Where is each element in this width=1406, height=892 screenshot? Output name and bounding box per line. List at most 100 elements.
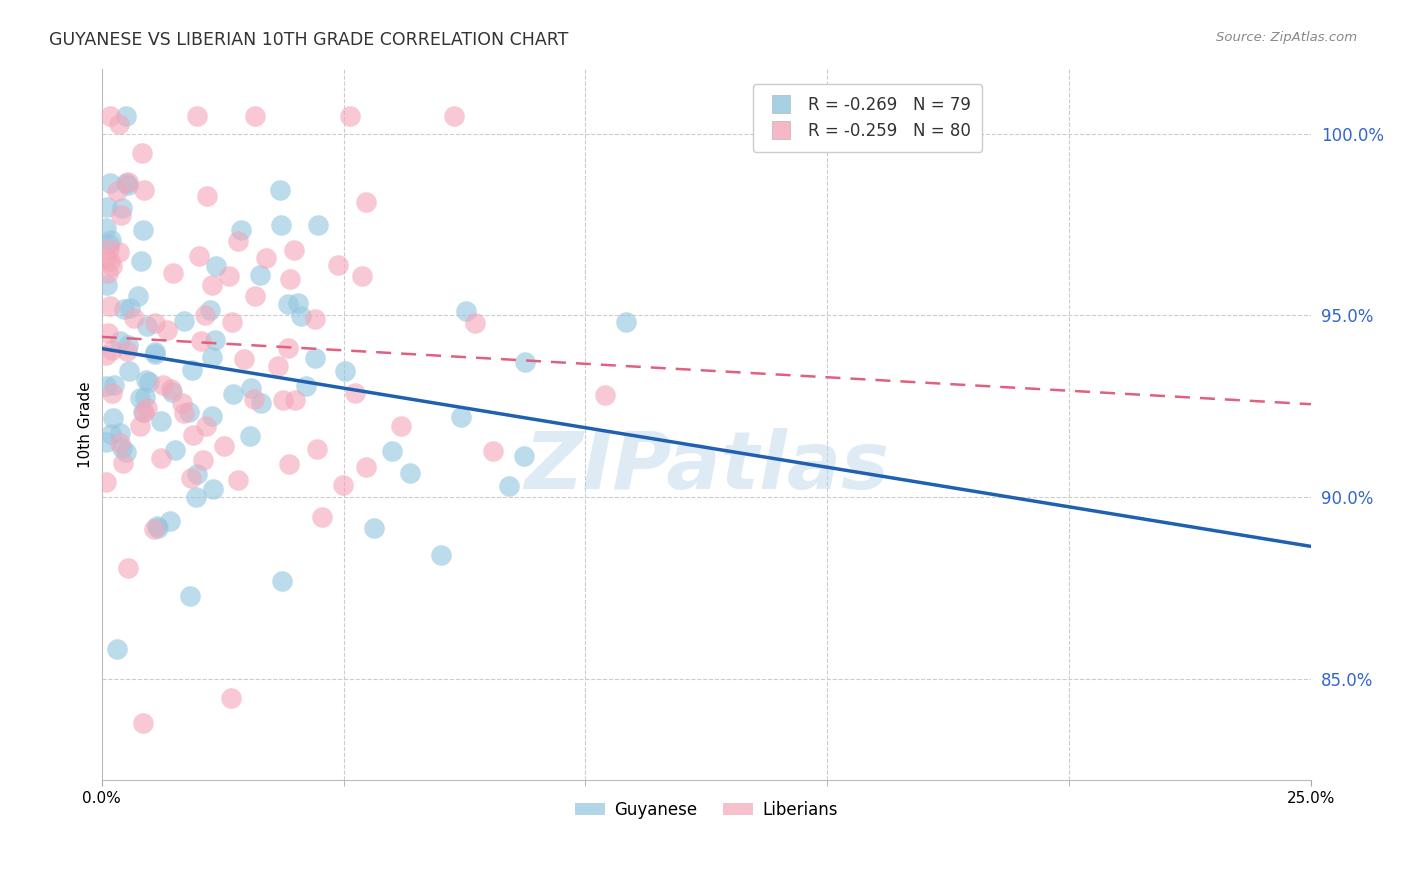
Point: [146, 519, 169, 533]
Point: [250, 395, 273, 409]
Point: [283, 243, 305, 257]
Point: [127, 289, 149, 303]
Point: [205, 259, 228, 273]
Point: [131, 254, 153, 268]
Point: [201, 350, 224, 364]
Point: [97, 237, 120, 252]
Point: [112, 301, 135, 316]
Point: [107, 244, 129, 259]
Point: [311, 510, 333, 524]
Point: [117, 561, 139, 575]
Point: [201, 278, 224, 293]
Point: [430, 548, 453, 562]
Point: [254, 251, 277, 265]
Point: [143, 522, 166, 536]
Point: [101, 343, 124, 357]
Point: [179, 590, 201, 604]
Point: [443, 109, 465, 123]
Point: [132, 223, 155, 237]
Point: [277, 341, 299, 355]
Point: [160, 384, 183, 399]
Point: [450, 409, 472, 424]
Point: [148, 521, 170, 535]
Point: [108, 116, 131, 130]
Point: [150, 414, 173, 428]
Point: [96, 378, 118, 392]
Point: [96, 251, 118, 265]
Point: [219, 691, 242, 706]
Point: [271, 574, 294, 588]
Point: [270, 219, 292, 233]
Point: [328, 258, 350, 272]
Point: [195, 419, 218, 434]
Point: [134, 390, 156, 404]
Point: [96, 278, 118, 293]
Point: [498, 478, 520, 492]
Point: [513, 449, 536, 463]
Point: [269, 183, 291, 197]
Point: [117, 338, 139, 352]
Point: [152, 377, 174, 392]
Point: [614, 315, 637, 329]
Point: [132, 405, 155, 419]
Point: [195, 189, 218, 203]
Point: [122, 310, 145, 325]
Point: [98, 109, 121, 123]
Point: [290, 309, 312, 323]
Point: [201, 409, 224, 424]
Point: [101, 259, 124, 273]
Point: [111, 201, 134, 215]
Point: [181, 427, 204, 442]
Point: [284, 393, 307, 408]
Point: [160, 383, 183, 397]
Point: [103, 377, 125, 392]
Point: [222, 386, 245, 401]
Point: [339, 109, 361, 123]
Point: [170, 396, 193, 410]
Point: [131, 145, 153, 160]
Point: [98, 254, 121, 268]
Point: [117, 363, 139, 377]
Point: [138, 375, 160, 389]
Point: [115, 444, 138, 458]
Point: [180, 363, 202, 377]
Point: [243, 109, 266, 123]
Point: [186, 490, 208, 504]
Point: [389, 419, 412, 434]
Point: [96, 220, 118, 235]
Point: [295, 378, 318, 392]
Point: [143, 345, 166, 359]
Point: [117, 178, 139, 193]
Point: [111, 456, 134, 470]
Point: [305, 442, 328, 456]
Point: [134, 183, 156, 197]
Point: [350, 268, 373, 283]
Point: [173, 314, 195, 328]
Point: [278, 272, 301, 286]
Point: [150, 450, 173, 465]
Point: [201, 482, 224, 496]
Point: [162, 267, 184, 281]
Point: [198, 303, 221, 318]
Point: [226, 473, 249, 487]
Point: [101, 385, 124, 400]
Point: [233, 351, 256, 366]
Point: [194, 308, 217, 322]
Point: [110, 208, 132, 222]
Point: [363, 520, 385, 534]
Point: [100, 233, 122, 247]
Point: [135, 373, 157, 387]
Point: [356, 460, 378, 475]
Point: [344, 385, 367, 400]
Point: [165, 442, 187, 457]
Point: [143, 347, 166, 361]
Point: [214, 439, 236, 453]
Point: [156, 323, 179, 337]
Point: [221, 315, 243, 329]
Point: [98, 299, 121, 313]
Point: [249, 268, 271, 283]
Point: [101, 410, 124, 425]
Point: [96, 200, 118, 214]
Point: [117, 175, 139, 189]
Point: [100, 426, 122, 441]
